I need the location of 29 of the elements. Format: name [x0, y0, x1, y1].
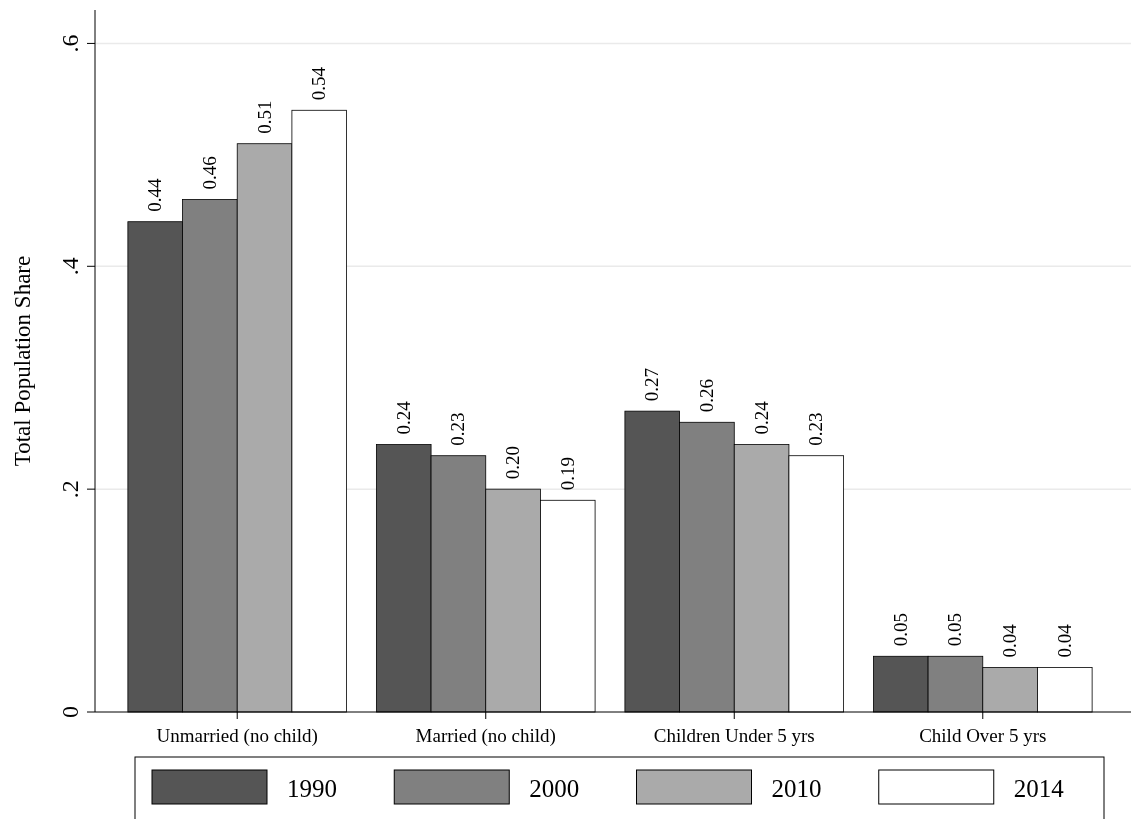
legend-label: 2010 [771, 775, 822, 802]
data-label: 0.27 [641, 367, 663, 402]
x-tick-label: Married (no child) [415, 725, 556, 747]
y-tick-label: .6 [57, 34, 83, 53]
data-label: 0.24 [750, 400, 772, 435]
data-label: 0.51 [253, 100, 275, 134]
data-label: 0.19 [556, 457, 578, 491]
data-label: 0.24 [392, 400, 414, 435]
y-tick-label: .2 [57, 480, 83, 499]
data-label: 0.23 [805, 412, 827, 446]
x-tick-label: Unmarried (no child) [156, 725, 318, 747]
data-label: 0.54 [308, 66, 330, 101]
legend-label: 1990 [287, 775, 337, 802]
x-tick-label: Children Under 5 yrs [653, 725, 815, 746]
data-label: 0.23 [447, 412, 469, 446]
y-tick-label: .4 [57, 257, 83, 276]
data-label: 0.04 [1053, 623, 1075, 658]
data-label: 0.44 [144, 177, 166, 212]
x-tick-label: Child Over 5 yrs [919, 725, 1047, 746]
legend-label: 2014 [1013, 775, 1065, 802]
y-tick-label: 0 [57, 706, 83, 718]
data-label: 0.05 [889, 613, 911, 647]
y-axis-title: Total Population Share [10, 255, 35, 467]
data-label: 0.26 [695, 379, 717, 413]
data-label: 0.05 [944, 613, 966, 647]
data-label: 0.04 [999, 623, 1021, 658]
legend-label: 2000 [529, 775, 580, 802]
data-label: 0.46 [198, 156, 220, 190]
data-label: 0.20 [502, 445, 524, 480]
